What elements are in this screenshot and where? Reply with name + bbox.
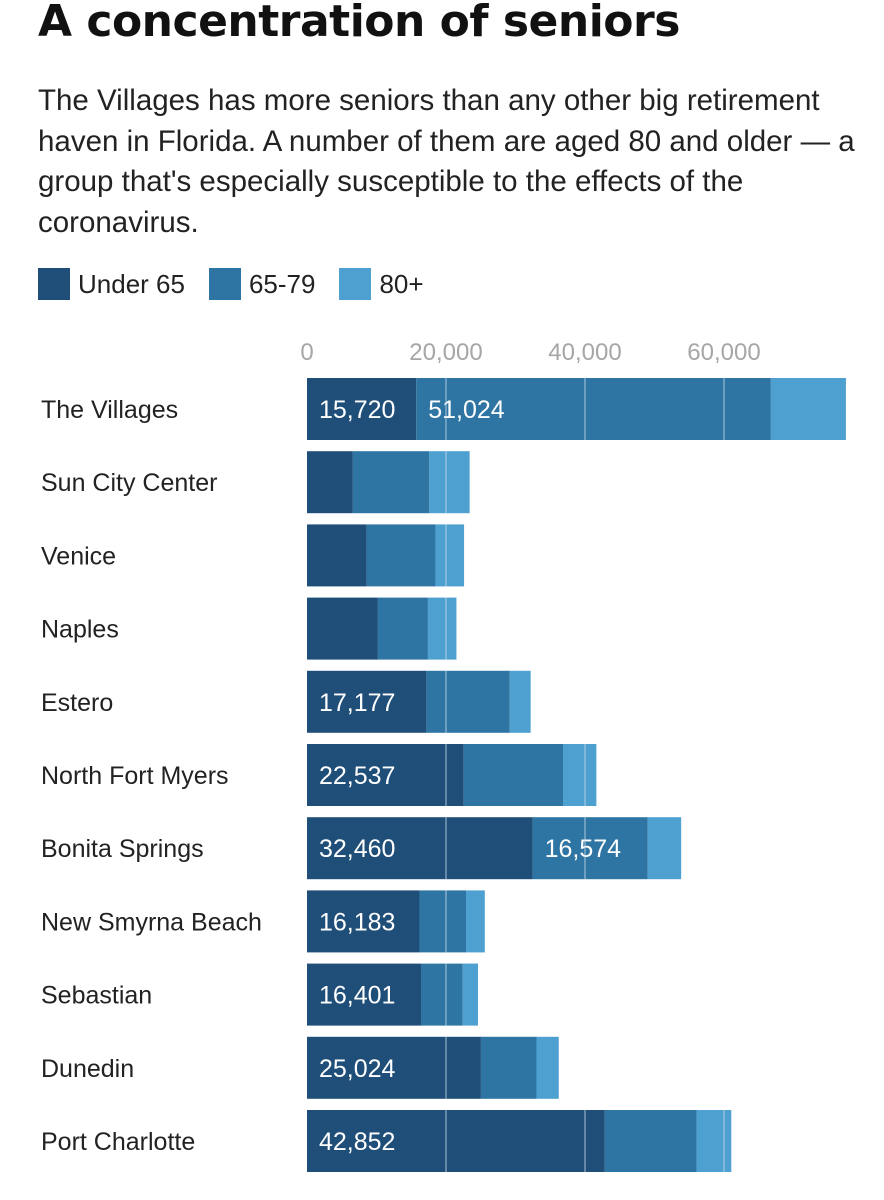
bar-segment-65-79: [366, 524, 436, 587]
data-label: 51,024: [428, 396, 505, 424]
bar-segment-under-65: [307, 817, 533, 880]
chart-title: A concentration of seniors: [38, 0, 680, 47]
legend-swatch-65-79: [208, 268, 241, 300]
legend-label-65-79: 65-79: [248, 268, 316, 299]
data-label: 17,177: [319, 689, 395, 717]
x-tick-label: 40,000: [548, 339, 621, 366]
bar-segment-65-79: [377, 597, 428, 660]
category-label-sun-city-center: Sun City Center: [41, 469, 217, 497]
bar-segment-under-65: [307, 524, 367, 587]
data-label: 22,537: [319, 762, 395, 790]
legend-label-under-65: Under 65: [78, 268, 185, 299]
bar-segment-65-79: [426, 670, 510, 733]
data-label: 16,183: [319, 908, 395, 936]
legend-swatch-under-65: [38, 268, 70, 300]
bar-segment-under-65: [307, 597, 378, 660]
legend-item-under-65: Under 65: [38, 268, 185, 300]
legend-item-80-plus: 80+: [339, 268, 424, 300]
bar-segment-80-plus: [647, 817, 682, 880]
bar-segment-under-65: [307, 890, 420, 953]
bar-segment-65-79: [532, 817, 648, 880]
data-label: 15,720: [319, 396, 395, 424]
bar-segment-80-plus: [427, 597, 457, 660]
category-label-dunedin: Dunedin: [41, 1055, 134, 1083]
category-label-north-fort-myers: North Fort Myers: [41, 762, 229, 790]
bar-segment-under-65: [307, 963, 421, 1026]
bar-segment-under-65: [307, 451, 353, 514]
category-label-bonita-springs: Bonita Springs: [41, 835, 204, 863]
category-label-port-charlotte: Port Charlotte: [41, 1128, 195, 1156]
bar-segment-80-plus: [536, 1036, 559, 1099]
data-label: 16,401: [319, 982, 395, 1010]
legend-swatch-80-plus: [339, 268, 372, 300]
bar-segment-under-65: [307, 1036, 481, 1099]
legend-item-65-79: 65-79: [208, 268, 316, 300]
category-label-venice: Venice: [41, 542, 116, 570]
chart-subtitle: The Villages has more seniors than any o…: [38, 84, 855, 239]
category-label-estero: Estero: [41, 689, 113, 717]
bar-segment-65-79: [463, 744, 564, 806]
bar-segment-65-79: [604, 1110, 697, 1172]
data-label: 16,574: [545, 835, 622, 863]
bar-segment-under-65: [307, 744, 464, 806]
bar-segment-80-plus: [466, 890, 485, 953]
bar-segment-65-79: [352, 451, 430, 514]
x-tick-label: 20,000: [409, 339, 482, 366]
data-label: 32,460: [319, 835, 395, 863]
bar-segment-under-65: [307, 378, 417, 440]
bar-segment-80-plus: [770, 378, 846, 440]
bar-segment-80-plus: [509, 670, 531, 733]
legend: Under 65 65-79 80+: [38, 268, 448, 300]
bar-segment-65-79: [480, 1036, 537, 1099]
bar-segment-65-79: [420, 963, 463, 1026]
data-label: 42,852: [319, 1128, 395, 1156]
bar-segment-80-plus: [563, 744, 597, 806]
bar-segment-80-plus: [429, 451, 470, 514]
legend-label-80-plus: 80+: [379, 268, 424, 299]
bar-segment-80-plus: [435, 524, 465, 587]
bar-segment-65-79: [419, 890, 467, 953]
bar-segment-under-65: [307, 670, 427, 733]
category-label-new-smyrna-beach: New Smyrna Beach: [41, 908, 262, 936]
data-label: 25,024: [319, 1055, 396, 1083]
category-label-sebastian: Sebastian: [41, 982, 152, 1010]
bar-segment-80-plus: [462, 963, 478, 1026]
x-tick-label: 60,000: [687, 339, 760, 366]
bar-segment-under-65: [307, 1110, 605, 1172]
x-tick-label: 0: [300, 339, 313, 366]
category-label-the-villages: The Villages: [41, 396, 178, 424]
bar-segment-80-plus: [696, 1110, 732, 1172]
category-label-naples: Naples: [41, 616, 119, 644]
bar-segment-65-79: [416, 378, 771, 440]
